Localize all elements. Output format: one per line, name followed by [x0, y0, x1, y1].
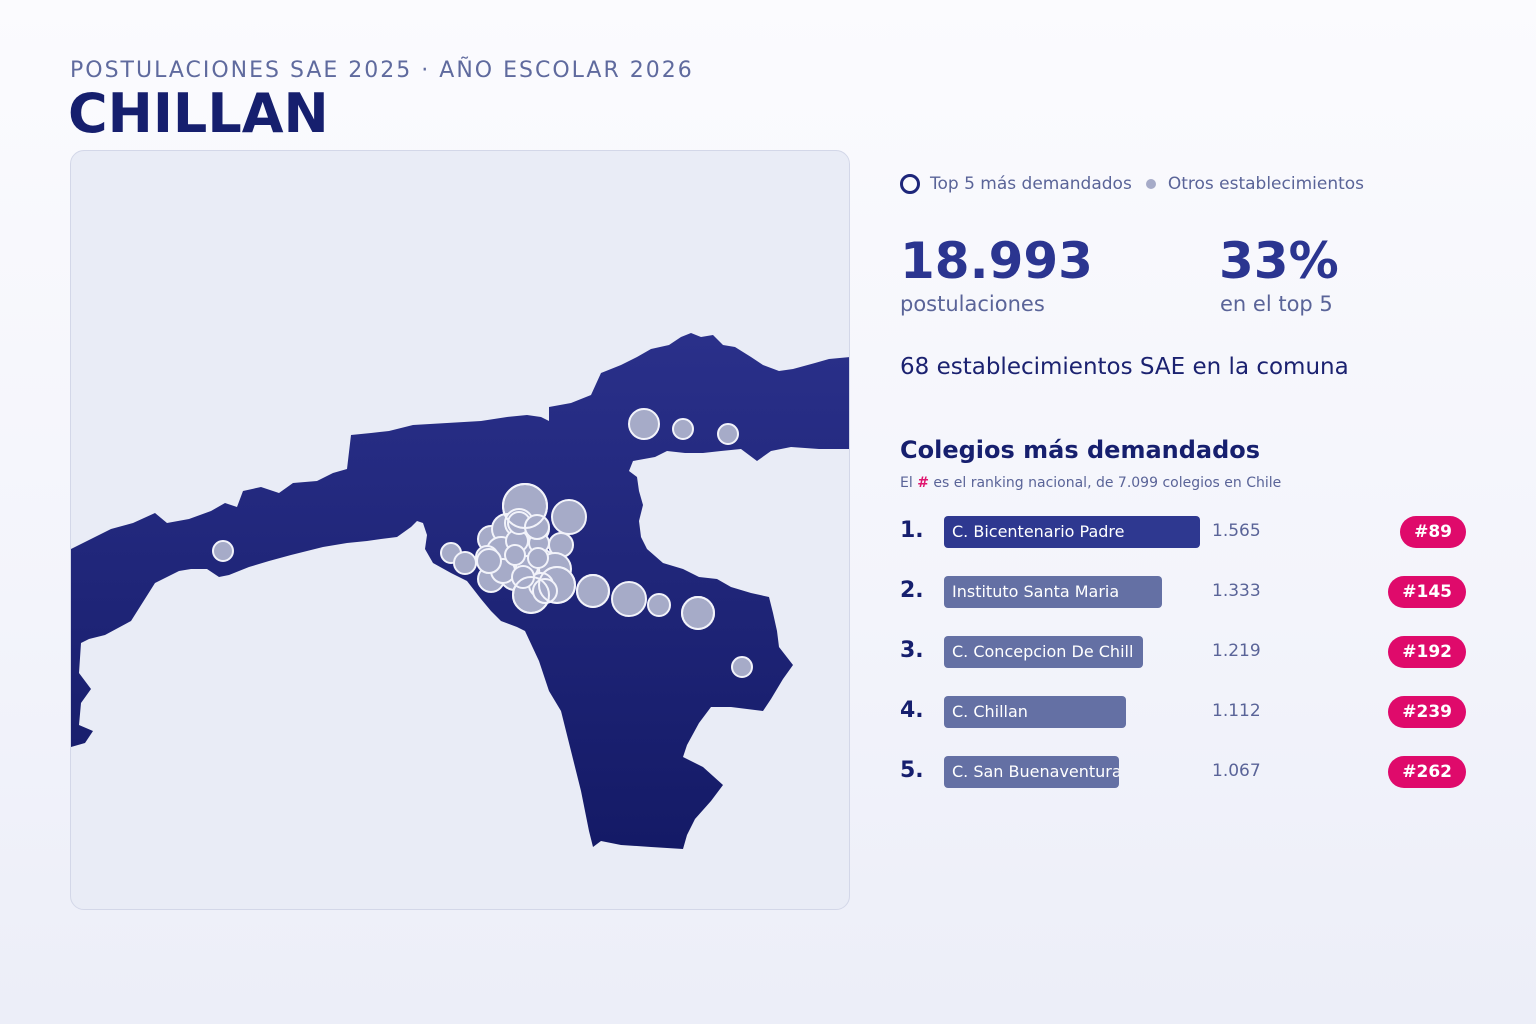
ranking-row[interactable]: 3. C. Concepcion De Chill 1.219 #192: [900, 636, 1466, 668]
note-suffix: es el ranking nacional, de 7.099 colegio…: [933, 475, 1282, 491]
legend-top5-label: Top 5 más demandados: [930, 174, 1132, 194]
page-subtitle: POSTULACIONES SAE 2025 · AÑO ESCOLAR 202…: [70, 58, 694, 83]
school-marker[interactable]: [717, 423, 739, 445]
note-prefix: El: [900, 475, 913, 491]
map-legend: Top 5 más demandados Otros establecimien…: [900, 174, 1364, 194]
rank-position: 5.: [900, 758, 924, 783]
school-marker[interactable]: [628, 408, 660, 440]
page-title: CHILLAN: [68, 82, 329, 145]
rank-bar: C. Bicentenario Padre: [944, 516, 1200, 548]
rank-applications: 1.219: [1212, 641, 1261, 661]
school-marker[interactable]: [527, 547, 549, 569]
school-marker[interactable]: [551, 499, 587, 535]
applications-value: 18.993: [900, 232, 1093, 290]
rank-position: 4.: [900, 698, 924, 723]
school-marker[interactable]: [647, 593, 671, 617]
ranking-title: Colegios más demandados: [900, 436, 1261, 464]
rank-position: 1.: [900, 518, 924, 543]
school-marker[interactable]: [212, 540, 234, 562]
rank-bar: C. San Buenaventura: [944, 756, 1119, 788]
ranking-row[interactable]: 2. Instituto Santa Maria 1.333 #145: [900, 576, 1466, 608]
applications-label: postulaciones: [900, 292, 1045, 316]
ranking-note: El # es el ranking nacional, de 7.099 co…: [900, 475, 1281, 491]
map-panel[interactable]: [70, 150, 850, 910]
top5-share-value: 33%: [1219, 232, 1339, 290]
rank-position: 3.: [900, 638, 924, 663]
school-marker[interactable]: [611, 581, 647, 617]
top5-share-label: en el top 5: [1220, 292, 1333, 316]
rank-applications: 1.067: [1212, 761, 1261, 781]
national-rank-badge: #145: [1388, 576, 1466, 608]
top5-marker[interactable]: [502, 483, 548, 529]
top5-markers: [502, 483, 715, 630]
rank-applications: 1.333: [1212, 581, 1261, 601]
ranking-row[interactable]: 4. C. Chillan 1.112 #239: [900, 696, 1466, 728]
others-dot-icon: [1145, 179, 1156, 189]
top5-marker[interactable]: [538, 566, 576, 604]
school-marker[interactable]: [476, 548, 502, 574]
school-marker[interactable]: [453, 551, 477, 575]
legend-others-label: Otros establecimientos: [1167, 174, 1365, 194]
rank-applications: 1.112: [1212, 701, 1261, 721]
school-marker[interactable]: [731, 656, 753, 678]
rank-bar: C. Chillan: [944, 696, 1126, 728]
note-hash: #: [917, 475, 929, 491]
rank-bar: C. Concepcion De Chill: [944, 636, 1143, 668]
top5-marker[interactable]: [681, 596, 715, 630]
commune-map[interactable]: [71, 151, 850, 910]
ranking-row[interactable]: 5. C. San Buenaventura 1.067 #262: [900, 756, 1466, 788]
commune-region: [71, 333, 849, 849]
rank-bar: Instituto Santa Maria: [944, 576, 1162, 608]
top5-marker[interactable]: [576, 574, 610, 608]
rank-position: 2.: [900, 578, 924, 603]
school-markers: [212, 408, 753, 678]
national-rank-badge: #192: [1388, 636, 1466, 668]
school-marker[interactable]: [672, 418, 694, 440]
national-rank-badge: #262: [1388, 756, 1466, 788]
top5-ring-icon: [900, 174, 920, 194]
schools-count: 68 establecimientos SAE en la comuna: [900, 354, 1349, 380]
top5-marker[interactable]: [512, 576, 550, 614]
ranking-row[interactable]: 1. C. Bicentenario Padre 1.565 #89: [900, 516, 1466, 548]
school-marker[interactable]: [504, 544, 526, 566]
rank-applications: 1.565: [1212, 521, 1261, 541]
national-rank-badge: #89: [1400, 516, 1466, 548]
national-rank-badge: #239: [1388, 696, 1466, 728]
